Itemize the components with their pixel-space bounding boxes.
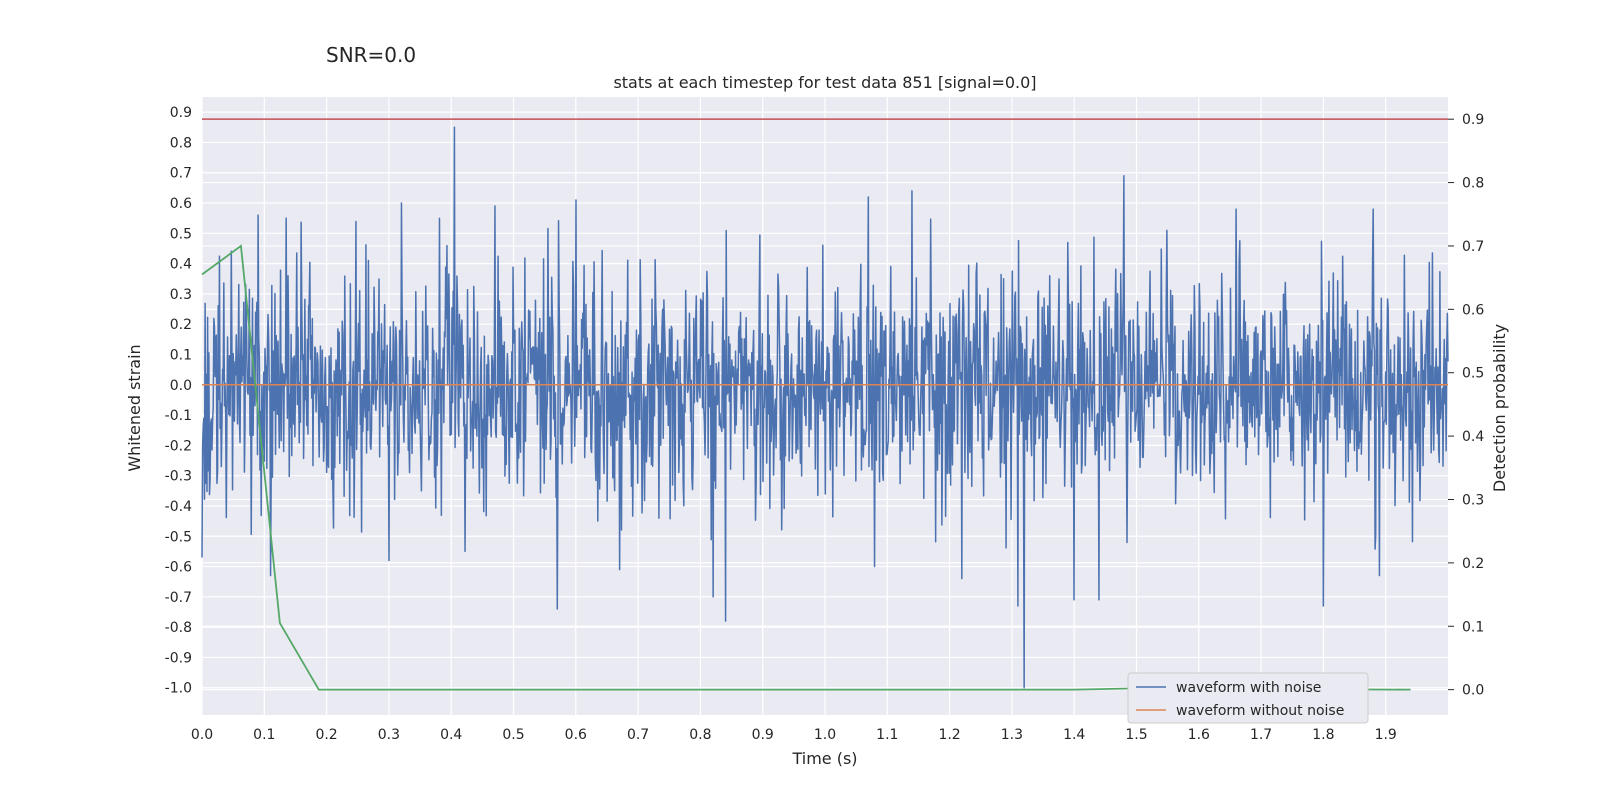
y2-tick-label: 0.6 [1462,302,1484,318]
y-tick-label: 0.3 [170,287,192,303]
x-tick-label: 0.3 [378,727,400,743]
x-tick-label: 1.4 [1063,727,1085,743]
y2-tick-label: 0.3 [1462,492,1484,508]
x-tick-label: 1.3 [1001,727,1023,743]
y-tick-label: -0.2 [165,438,192,454]
y-tick-label: 0.8 [170,135,192,151]
y-tick-label: -0.4 [165,499,192,515]
y-tick-label: -0.3 [165,469,192,485]
x-axis: 0.0 0.1 0.2 0.3 0.4 0.5 0.6 0.7 0.8 0.9 1.0 1.1 1.2 1… [191,727,1397,743]
y-axis-label: Whitened strain [125,344,144,471]
y-tick-label: 0.1 [170,348,192,364]
y-tick-label: 0.7 [170,166,192,182]
x-tick-label: 1.8 [1312,727,1334,743]
x-tick-label: 0.7 [627,727,649,743]
y-tick-label: -0.8 [165,620,192,636]
x-tick-label: 0.6 [565,727,587,743]
legend-label-clean: waveform without noise [1176,703,1344,719]
x-axis-label: Time (s) [791,749,857,768]
series-layer [201,118,1449,691]
y2-axis-label: Detection probability [1490,324,1509,492]
x-tick-label: 0.5 [502,727,524,743]
y-tick-label: 0.0 [170,378,192,394]
y-tick-label: -0.9 [165,650,192,666]
x-tick-label: 0.1 [253,727,275,743]
series-waveform-with-noise [201,126,1449,689]
y-tick-label: 0.2 [170,317,192,333]
legend: waveform with noise waveform without noi… [1127,672,1369,724]
x-tick-label: 0.0 [191,727,213,743]
y-tick-label: -1.0 [165,681,192,697]
y2-tick-label: 0.7 [1462,239,1484,255]
y-tick-label: 0.6 [170,196,192,212]
x-tick-label: 1.9 [1375,727,1397,743]
legend-box [1127,672,1369,724]
x-tick-label: 0.8 [689,727,711,743]
x-tick-label: 1.7 [1250,727,1272,743]
y2-tick-label: 0.9 [1462,112,1484,128]
x-tick-label: 1.2 [938,727,960,743]
y-tick-label: 0.9 [170,105,192,121]
y-tick-label: -0.1 [165,408,192,424]
y2-tick-label: 0.5 [1462,366,1484,382]
legend-label-noise: waveform with noise [1176,680,1321,696]
y-tick-label: 0.5 [170,226,192,242]
x-tick-label: 0.2 [315,727,337,743]
x-tick-label: 1.0 [814,727,836,743]
series-detection-probability [201,244,1411,691]
x-tick-label: 0.9 [752,727,774,743]
y-tick-label: -0.5 [165,529,192,545]
x-tick-label: 1.5 [1125,727,1147,743]
y-tick-label: -0.6 [165,560,192,576]
y2-tick-label: 0.0 [1462,683,1484,699]
x-tick-label: 1.6 [1188,727,1210,743]
x-tick-label: 0.4 [440,727,462,743]
y-axis-right: 0.9 0.8 0.7 0.6 0.5 0.4 0.3 0.2 0.1 0.0 [1448,112,1484,699]
y-tick-label: -0.7 [165,590,192,606]
suptitle: SNR=0.0 [326,43,416,67]
y2-tick-label: 0.4 [1462,429,1484,445]
y2-tick-label: 0.1 [1462,619,1484,635]
chart-title: stats at each timestep for test data 851… [613,73,1036,92]
y-tick-label: 0.4 [170,257,192,273]
y2-tick-label: 0.2 [1462,556,1484,572]
x-tick-label: 1.1 [876,727,898,743]
y-axis-left: 0.9 0.8 0.7 0.6 0.5 0.4 0.3 0.2 0.1 0.0 -0.1 -0.2 -0… [165,105,192,697]
y2-tick-label: 0.8 [1462,176,1484,192]
